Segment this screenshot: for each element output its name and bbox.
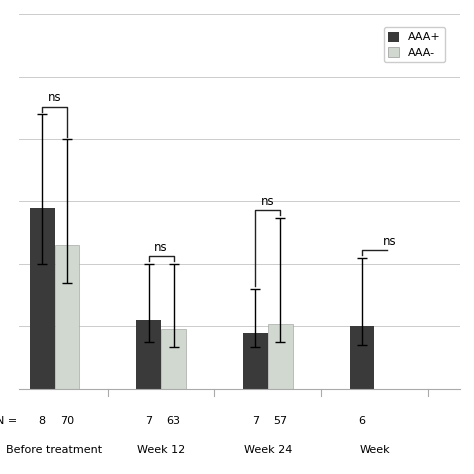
Text: ns: ns (155, 241, 168, 254)
Text: Week: Week (359, 445, 390, 455)
Text: Week 12: Week 12 (137, 445, 185, 455)
Text: 8: 8 (38, 416, 46, 426)
Bar (243, 333, 268, 389)
Text: ns: ns (261, 195, 274, 208)
Text: ns: ns (48, 91, 61, 104)
Bar (268, 324, 292, 389)
Text: 57: 57 (273, 416, 287, 426)
Bar (55, 245, 79, 389)
Text: Before treatment: Before treatment (7, 445, 102, 455)
Text: ns: ns (383, 235, 397, 247)
Text: 7: 7 (145, 416, 152, 426)
Text: 63: 63 (166, 416, 181, 426)
Text: 6: 6 (358, 416, 365, 426)
Bar (161, 329, 186, 389)
Text: Week 24: Week 24 (244, 445, 292, 455)
Bar (136, 320, 161, 389)
Text: 7: 7 (252, 416, 259, 426)
Text: N =: N = (0, 416, 21, 426)
Legend: AAA+, AAA-: AAA+, AAA- (384, 27, 446, 62)
Bar (29, 208, 55, 389)
Bar (349, 326, 374, 389)
Text: 70: 70 (60, 416, 74, 426)
